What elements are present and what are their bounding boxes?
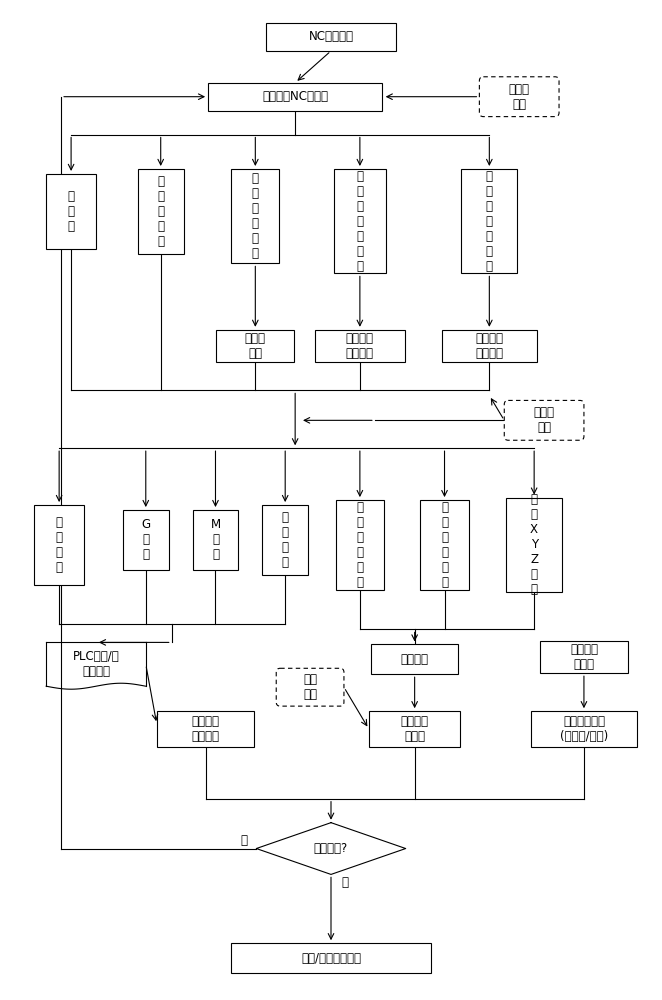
FancyBboxPatch shape <box>479 77 559 117</box>
Bar <box>46 174 96 249</box>
Bar <box>461 169 517 273</box>
Text: 正则表
达式: 正则表 达式 <box>508 83 530 111</box>
Bar <box>420 500 469 590</box>
Text: 一
般
程
序
段: 一 般 程 序 段 <box>157 175 164 248</box>
Text: 程
序
名: 程 序 名 <box>68 190 75 233</box>
Bar <box>369 711 461 747</box>
FancyBboxPatch shape <box>276 668 344 706</box>
Bar <box>262 505 308 575</box>
Text: 条
件
跳
转
程
序
段: 条 件 跳 转 程 序 段 <box>486 170 493 273</box>
Bar <box>232 169 279 263</box>
Text: 是: 是 <box>341 876 348 889</box>
Bar <box>336 500 384 590</box>
Text: 正则表
达式: 正则表 达式 <box>534 406 555 434</box>
Bar <box>193 510 238 570</box>
Text: 程序结束?: 程序结束? <box>314 842 348 855</box>
Text: 否: 否 <box>241 834 248 847</box>
Text: 机床运行状态
(空切削/切削): 机床运行状态 (空切削/切削) <box>560 715 608 743</box>
Text: 插补
原理: 插补 原理 <box>303 673 317 701</box>
Text: 条件跳转
程序处理: 条件跳转 程序处理 <box>475 332 503 360</box>
Bar <box>157 711 254 747</box>
Text: 主
轴
转
速
指
令: 主 轴 转 速 指 令 <box>356 501 363 589</box>
Text: NC程序文件: NC程序文件 <box>308 30 354 43</box>
Text: G
指
令: G 指 令 <box>141 518 150 561</box>
Text: 机床/部件运行信息: 机床/部件运行信息 <box>301 952 361 965</box>
Text: 刀具轨迹: 刀具轨迹 <box>401 653 429 666</box>
Text: M
指
令: M 指 令 <box>211 518 220 561</box>
Bar <box>371 644 459 674</box>
Text: 绝对跳转
程序处理: 绝对跳转 程序处理 <box>346 332 374 360</box>
Bar <box>540 641 628 673</box>
Bar <box>266 23 396 51</box>
Text: 进
给
速
度
指
令: 进 给 速 度 指 令 <box>441 501 448 589</box>
Bar <box>442 330 537 362</box>
Text: 程序段运
行时间: 程序段运 行时间 <box>401 715 429 743</box>
Text: 加工前工
件尺寸: 加工前工 件尺寸 <box>570 643 598 671</box>
Text: 坐
标
X
Y
Z
指
令: 坐 标 X Y Z 指 令 <box>530 493 538 596</box>
Bar <box>123 510 169 570</box>
Bar <box>232 943 430 973</box>
Bar <box>34 505 84 585</box>
Bar <box>216 330 294 362</box>
Bar <box>138 169 183 254</box>
Polygon shape <box>46 642 146 689</box>
Bar <box>531 711 637 747</box>
Bar <box>208 83 382 111</box>
Text: 子程序
处理: 子程序 处理 <box>245 332 266 360</box>
Text: 程
序
段
号: 程 序 段 号 <box>56 516 63 574</box>
Text: 子
程
序
程
序
段: 子 程 序 程 序 段 <box>252 172 259 260</box>
Text: 读入一行NC程序段: 读入一行NC程序段 <box>262 90 328 103</box>
Bar <box>506 498 562 592</box>
FancyBboxPatch shape <box>504 400 584 440</box>
Text: 绝
对
跳
转
程
序
段: 绝 对 跳 转 程 序 段 <box>356 170 363 273</box>
Bar <box>315 330 404 362</box>
Text: 换
刀
指
令: 换 刀 指 令 <box>282 511 289 569</box>
Text: PLC输入/输
出地址表: PLC输入/输 出地址表 <box>73 650 119 678</box>
Text: 部件运行
逻辑信息: 部件运行 逻辑信息 <box>191 715 220 743</box>
Bar <box>334 169 386 273</box>
